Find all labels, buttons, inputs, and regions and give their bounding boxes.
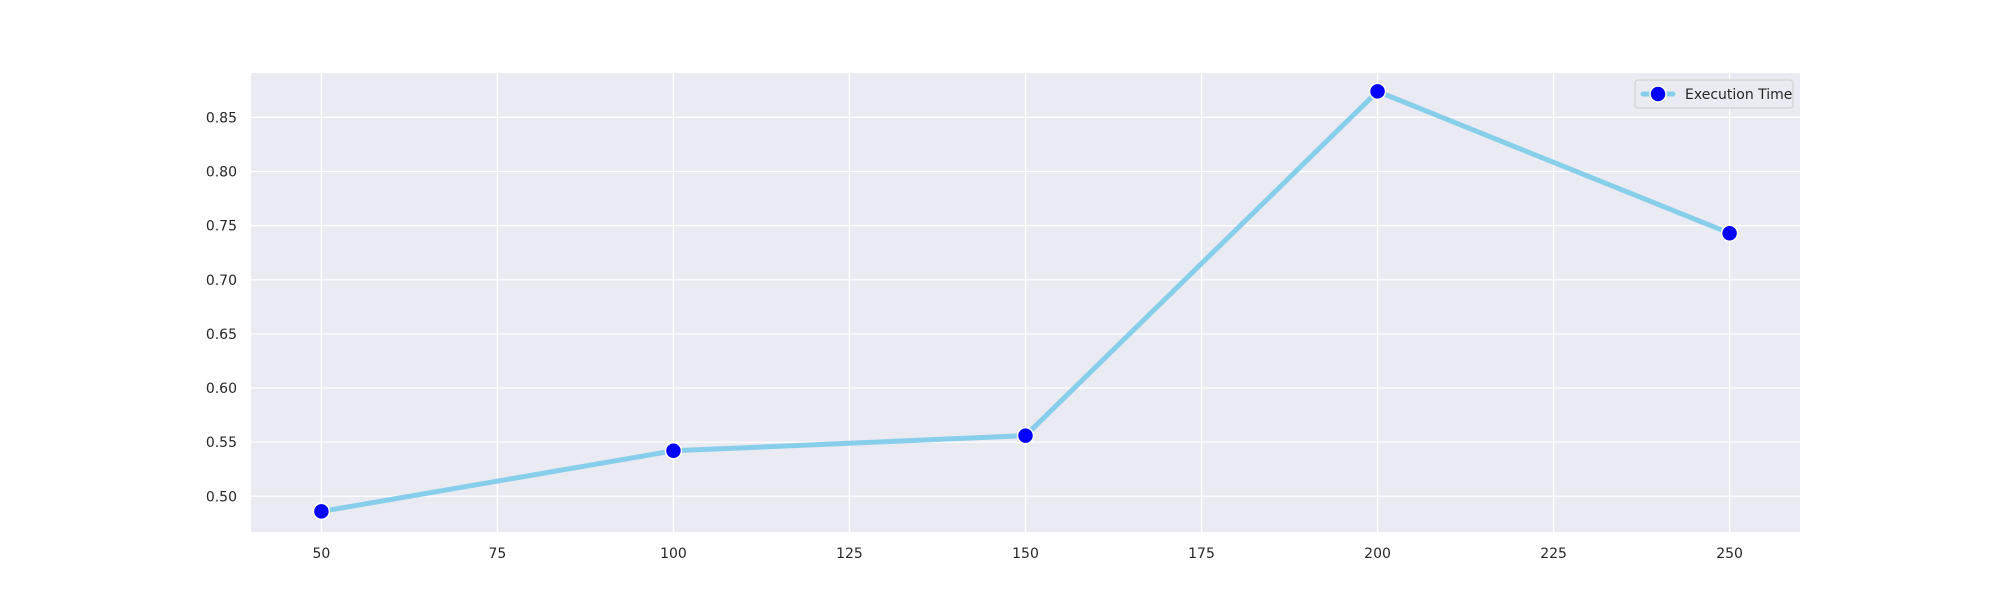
legend-label: Execution Time — [1685, 87, 1792, 103]
y-tick-label: 0.50 — [206, 489, 237, 505]
y-tick-label: 0.85 — [206, 110, 237, 126]
legend-marker-swatch — [1649, 85, 1667, 103]
y-tick-label: 0.70 — [206, 273, 237, 289]
data-point — [1368, 82, 1387, 101]
y-tick-label: 0.60 — [206, 381, 237, 397]
y-tick-label: 0.55 — [206, 435, 237, 451]
y-axis-ticks: 0.50 0.55 0.60 0.65 0.70 0.75 0.80 0.85 — [206, 110, 237, 505]
x-tick-label: 100 — [660, 546, 687, 562]
x-tick-label: 175 — [1188, 546, 1215, 562]
x-axis-ticks: 50 75 100 125 150 175 200 225 250 — [312, 546, 1742, 562]
x-tick-label: 75 — [489, 546, 507, 562]
series — [312, 82, 1739, 521]
legend: Execution Time — [1634, 79, 1794, 109]
x-tick-label: 50 — [312, 546, 330, 562]
data-point — [312, 502, 331, 521]
legend-box — [1634, 79, 1794, 109]
x-tick-label: 150 — [1012, 546, 1039, 562]
x-tick-label: 200 — [1364, 546, 1391, 562]
x-tick-label: 225 — [1540, 546, 1567, 562]
data-point — [664, 442, 683, 460]
x-tick-label: 125 — [836, 546, 863, 562]
y-tick-label: 0.75 — [206, 219, 237, 235]
data-point — [1720, 224, 1739, 242]
x-tick-label: 250 — [1716, 546, 1743, 562]
y-tick-label: 0.65 — [206, 327, 237, 343]
y-tick-label: 0.80 — [206, 165, 237, 181]
data-point — [1016, 426, 1035, 445]
